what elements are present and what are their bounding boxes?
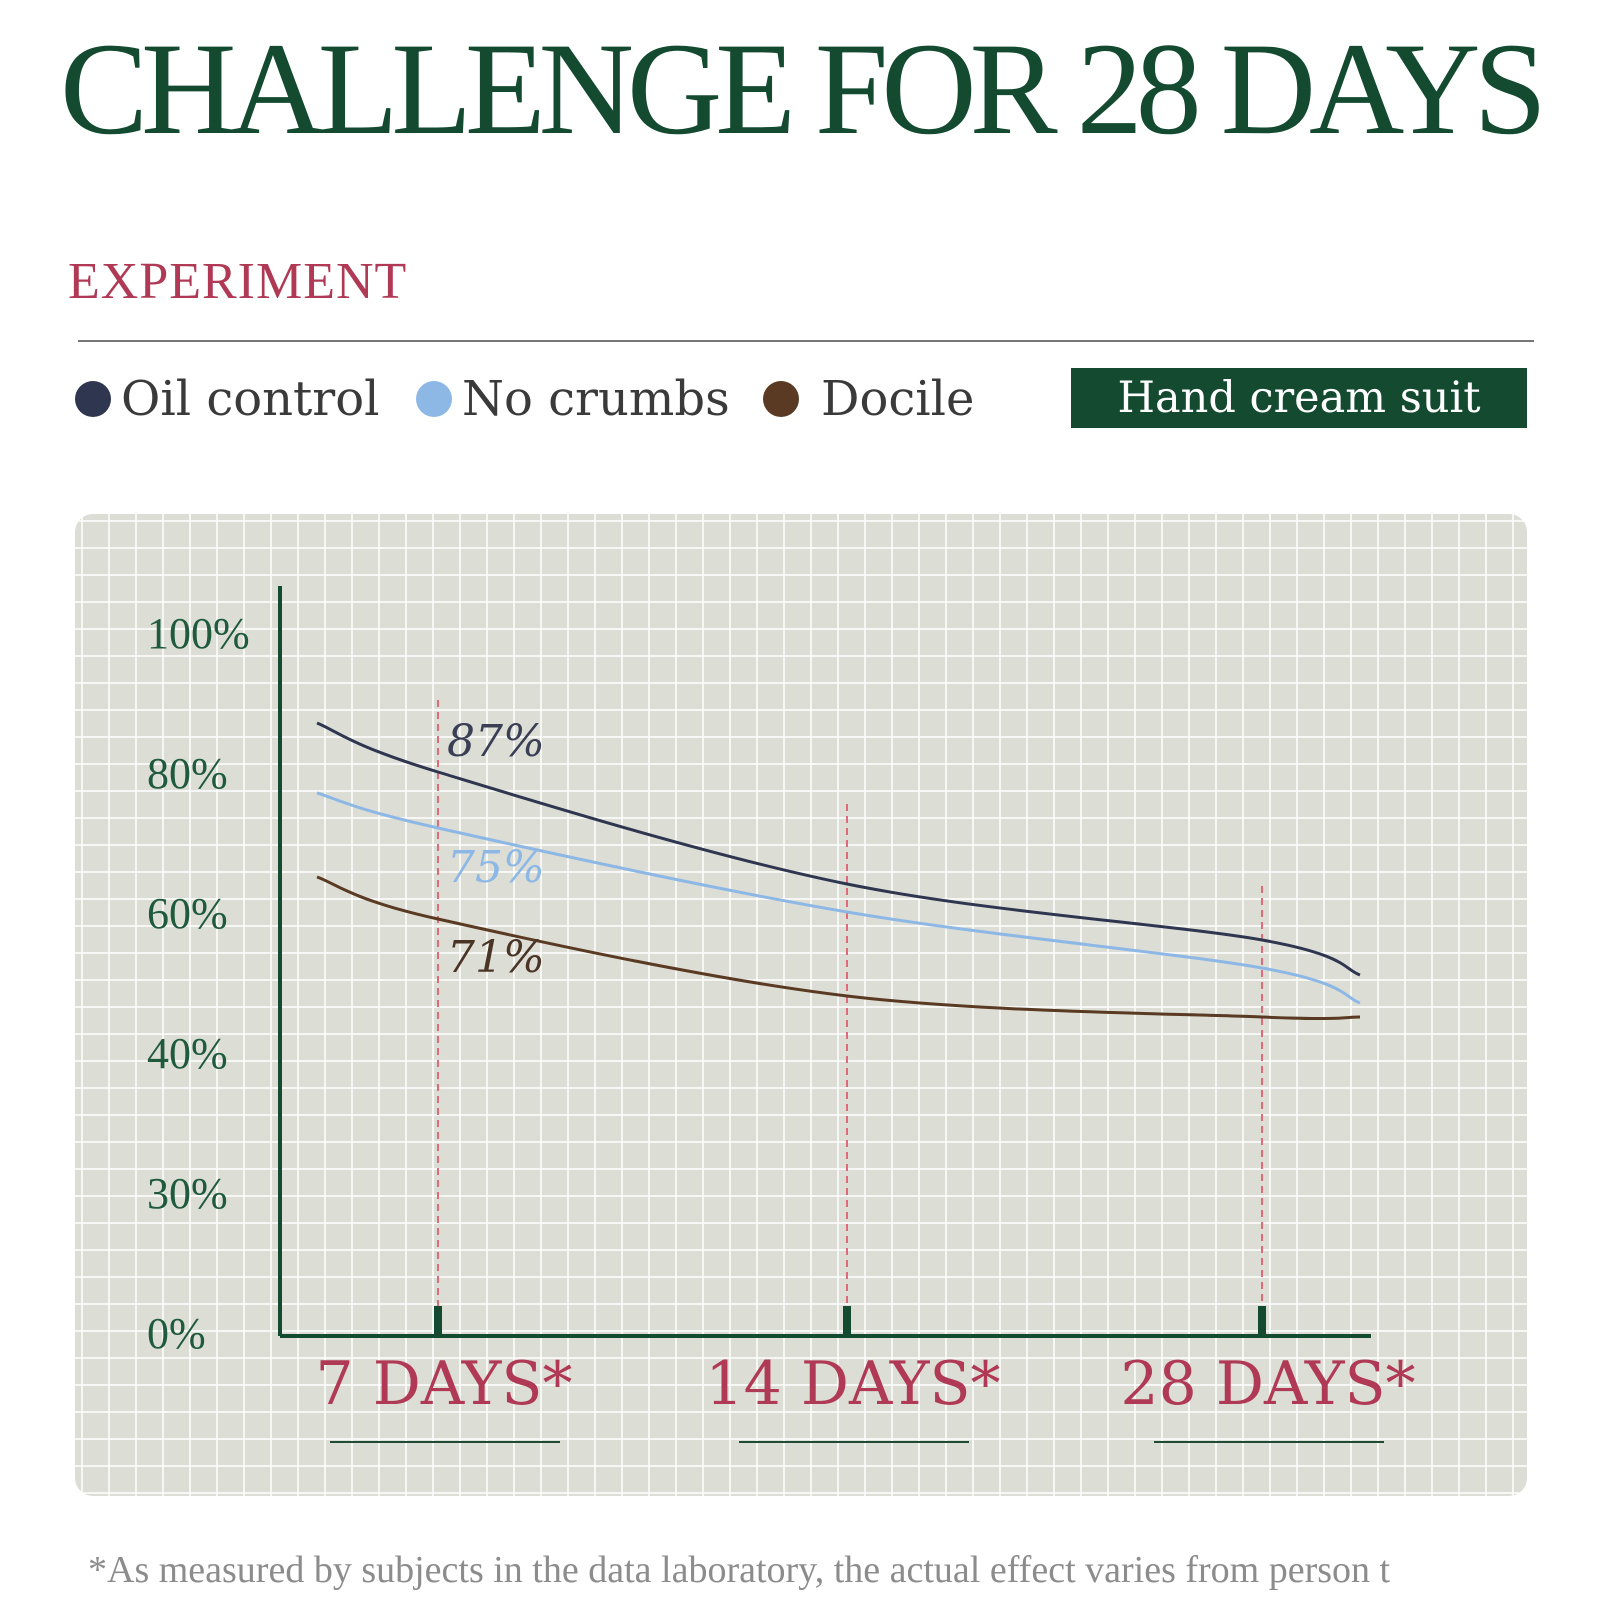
y-tick-label: 100% bbox=[147, 609, 250, 658]
divider bbox=[78, 340, 1534, 342]
x-tick bbox=[1258, 1306, 1266, 1336]
legend-dot-icon bbox=[75, 381, 111, 417]
x-tick bbox=[843, 1306, 851, 1336]
legend-item-oil-control: Oil control bbox=[75, 371, 380, 427]
legend-label: No crumbs bbox=[462, 371, 730, 427]
data-label: 87% bbox=[447, 716, 545, 767]
section-title: EXPERIMENT bbox=[68, 253, 408, 310]
y-tick-label: 40% bbox=[147, 1029, 228, 1078]
product-badge: Hand cream suit bbox=[1071, 368, 1527, 428]
legend-item-no-crumbs: No crumbs bbox=[416, 371, 730, 427]
legend-label: Docile bbox=[821, 371, 975, 427]
legend-item-docile: Docile bbox=[763, 371, 975, 427]
x-tick-label: 7 DAYS* bbox=[316, 1349, 573, 1419]
y-tick-label: 30% bbox=[147, 1169, 228, 1218]
series-line-oil-control bbox=[316, 721, 1361, 977]
x-tick-label: 14 DAYS* bbox=[705, 1349, 1000, 1419]
legend-label: Oil control bbox=[121, 371, 380, 427]
legend-dot-icon bbox=[763, 381, 799, 417]
y-tick-label: 60% bbox=[147, 889, 228, 938]
x-tick-label: 28 DAYS* bbox=[1120, 1349, 1415, 1419]
line-chart: 100% 80% 60% 40% 30% 0% 7 DAYS* 14 DAYS* 28 DAYS… bbox=[147, 586, 1416, 1443]
chart-panel: 100% 80% 60% 40% 30% 0% 7 DAYS* 14 DAYS* 28 DAYS… bbox=[75, 514, 1527, 1496]
y-tick-label: 80% bbox=[147, 749, 228, 798]
page-title: CHALLENGE FOR 28 DAYS bbox=[60, 15, 1547, 162]
data-label: 71% bbox=[447, 932, 545, 983]
data-label: 75% bbox=[447, 842, 545, 893]
x-tick bbox=[434, 1306, 442, 1336]
series-line-docile bbox=[316, 875, 1361, 1021]
footnote: *As measured by subjects in the data lab… bbox=[88, 1549, 1391, 1591]
y-tick-label: 0% bbox=[147, 1309, 206, 1358]
legend-dot-icon bbox=[416, 381, 452, 417]
series-line-no-crumbs bbox=[316, 791, 1361, 1005]
